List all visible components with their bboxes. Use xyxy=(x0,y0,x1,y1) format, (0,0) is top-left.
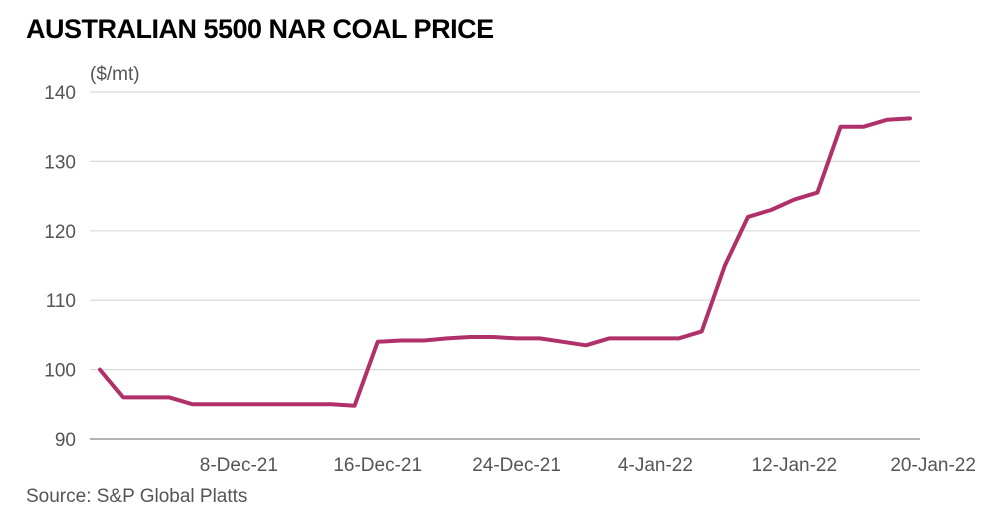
y-tick-label-130: 130 xyxy=(44,152,76,173)
x-tick-label-16-Dec-21: 16-Dec-21 xyxy=(333,455,422,476)
x-tick-label-8-Dec-21: 8-Dec-21 xyxy=(200,455,278,476)
chart-title: AUSTRALIAN 5500 NAR COAL PRICE xyxy=(26,14,494,44)
x-tick-label-4-Jan-22: 4-Jan-22 xyxy=(618,455,693,476)
y-tick-label-100: 100 xyxy=(44,361,76,382)
y-tick-label-120: 120 xyxy=(44,222,76,243)
x-tick-label-12-Jan-22: 12-Jan-22 xyxy=(752,455,838,476)
y-tick-label-110: 110 xyxy=(46,291,76,312)
series-line-coal-price xyxy=(98,116,912,408)
y-tick-label-140: 140 xyxy=(44,83,76,104)
y-unit-label: ($/mt) xyxy=(90,64,140,85)
source-note: Source: S&P Global Platts xyxy=(26,486,248,507)
x-tick-label-24-Dec-21: 24-Dec-21 xyxy=(472,455,561,476)
y-tick-labels: 90 100 110 120 130 140 xyxy=(44,83,76,451)
y-tick-label-90: 90 xyxy=(55,430,76,451)
series-group xyxy=(98,116,912,408)
x-tick-label-20-Jan-22: 20-Jan-22 xyxy=(890,455,976,476)
grid-lines xyxy=(90,91,920,440)
x-tick-labels: 8-Dec-21 16-Dec-21 24-Dec-21 4-Jan-22 12-Jan… xyxy=(200,455,976,476)
